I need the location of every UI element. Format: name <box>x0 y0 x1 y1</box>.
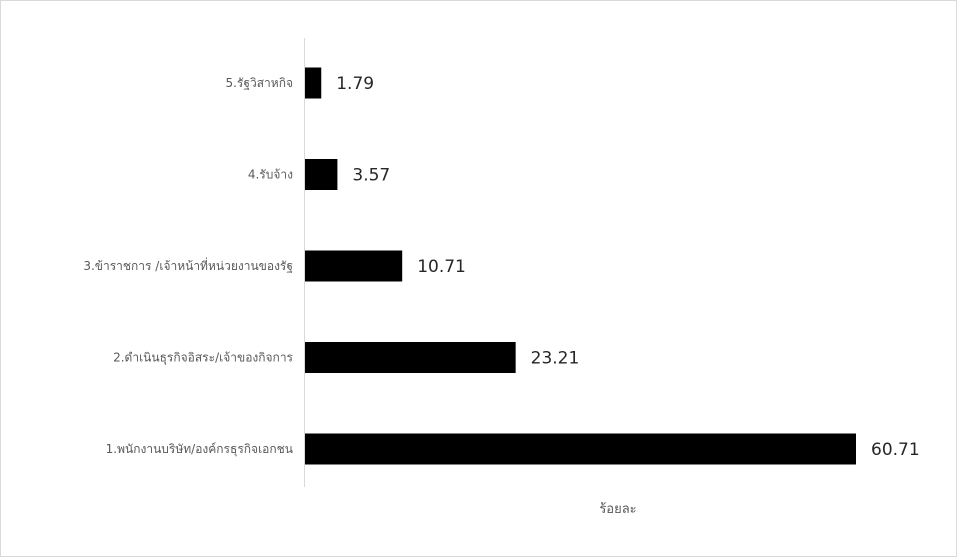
category-label-2: 4.รับจ้าง <box>248 168 293 182</box>
category-label-1: 5.รัฐวิสาหกิจ <box>225 76 293 90</box>
data-label-2: 3.57 <box>352 166 390 186</box>
category-label-4: 2.ดำเนินธุรกิจอิสระ/เจ้าของกิจการ <box>113 351 293 366</box>
data-labels-group: 1.79 3.57 10.71 23.21 60.71 <box>336 74 919 460</box>
x-axis-title: ร้อยละ <box>599 502 636 517</box>
category-labels-group: 5.รัฐวิสาหกิจ 4.รับจ้าง 3.ข้าราชการ /เจ้าห… <box>83 76 293 457</box>
category-label-3: 3.ข้าราชการ /เจ้าหน้าที่หน่วยงานของรัฐ <box>83 257 293 273</box>
category-label-5: 1.พนักงานบริษัท/องค์กรธุรกิจเอกชน <box>106 442 293 457</box>
data-label-3: 10.71 <box>417 257 466 277</box>
bars-group <box>305 67 856 465</box>
bar-4 <box>305 342 516 373</box>
bar-1 <box>305 67 322 99</box>
bar-2 <box>305 159 338 190</box>
bar-3 <box>305 250 403 282</box>
data-label-5: 60.71 <box>871 440 920 460</box>
bar-5 <box>305 433 856 465</box>
data-label-1: 1.79 <box>336 74 374 94</box>
data-label-4: 23.21 <box>531 349 580 369</box>
